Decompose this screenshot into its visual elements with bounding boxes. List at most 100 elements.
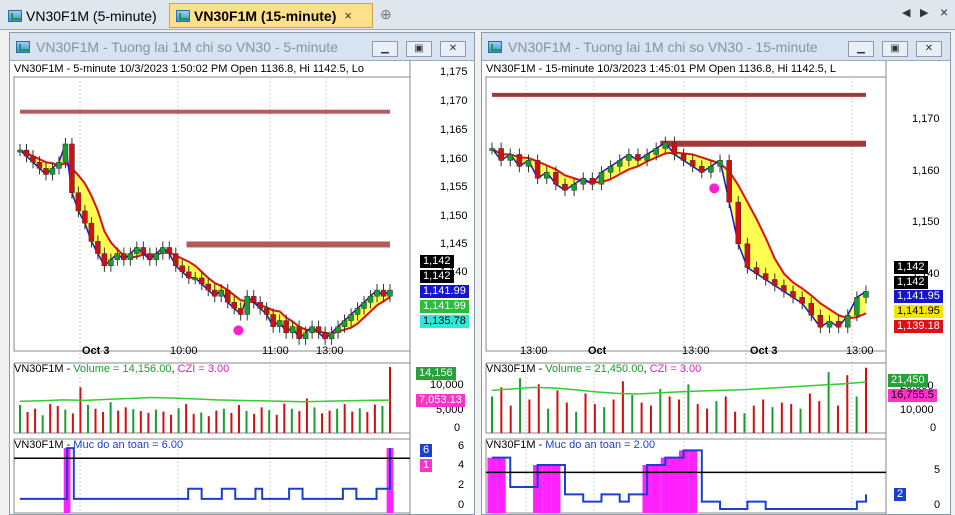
chart-window-15-minute: VN30F1M - Tuong lai 1M chi so VN30 - 15-… bbox=[481, 32, 951, 515]
candle bbox=[790, 291, 796, 298]
scroll-left-icon[interactable]: ◀ bbox=[902, 7, 911, 19]
safety-highlight bbox=[487, 457, 497, 513]
candle bbox=[114, 253, 121, 260]
candle bbox=[799, 297, 805, 304]
candle bbox=[296, 326, 302, 340]
resistance-band-upper bbox=[20, 109, 390, 114]
candle bbox=[147, 253, 153, 260]
add-tab-icon[interactable]: ⊕ bbox=[380, 6, 392, 22]
price-tag-last: 1,142 bbox=[420, 255, 454, 268]
volume-value: Volume = 21,450.00 bbox=[545, 363, 644, 375]
scroll-right-icon[interactable]: ▶ bbox=[920, 7, 929, 19]
chart-icon bbox=[8, 9, 22, 22]
maximize-button[interactable]: ▣ bbox=[882, 41, 908, 57]
candle bbox=[374, 289, 380, 297]
candle bbox=[257, 302, 263, 309]
candle bbox=[160, 247, 166, 254]
volume-value: Volume = 14,156.00 bbox=[73, 363, 172, 375]
czi-value: CZI = 3.00 bbox=[177, 363, 230, 375]
price-tag-last: 1,142 bbox=[894, 261, 928, 274]
minimize-button[interactable]: ▁ bbox=[372, 41, 398, 57]
safety-highlight bbox=[542, 465, 552, 513]
signal-marker bbox=[709, 183, 720, 194]
candle bbox=[153, 253, 160, 260]
time-label: Oct 3 bbox=[750, 345, 778, 357]
safety-tick: 5 bbox=[934, 464, 941, 476]
time-label: 13:00 bbox=[846, 345, 874, 357]
tab-15-minute[interactable]: VN30F1M (15-minute) × bbox=[169, 3, 373, 28]
candle bbox=[244, 295, 250, 315]
candle bbox=[173, 253, 179, 267]
candle bbox=[341, 320, 348, 327]
candle bbox=[781, 285, 787, 292]
candle bbox=[237, 308, 244, 315]
candle bbox=[82, 210, 88, 224]
close-window-button[interactable]: ✕ bbox=[916, 41, 942, 57]
candle bbox=[186, 271, 192, 279]
candle bbox=[36, 161, 43, 169]
safety-value: Muc do an toan = 6.00 bbox=[73, 439, 184, 451]
candle bbox=[205, 283, 211, 291]
candle bbox=[653, 148, 659, 155]
safety-tag-2: 1 bbox=[420, 459, 433, 472]
candle bbox=[854, 297, 860, 316]
safety-highlight bbox=[533, 465, 543, 513]
candle bbox=[166, 247, 173, 254]
close-tab-icon[interactable]: × bbox=[344, 8, 352, 23]
tab-bar: VN30F1M (5-minute) VN30F1M (15-minute) ×… bbox=[0, 0, 955, 30]
price-tag-support: 1,139.18 bbox=[894, 320, 943, 333]
maximize-button[interactable]: ▣ bbox=[406, 41, 432, 57]
candle bbox=[726, 160, 732, 203]
price-info-line: VN30F1M - 15-minute 10/3/2023 1:45:01 PM… bbox=[486, 63, 836, 75]
candle bbox=[589, 178, 596, 185]
tab-label: VN30F1M (5-minute) bbox=[26, 7, 157, 24]
moving-average-line bbox=[491, 147, 867, 320]
safety-highlight bbox=[669, 457, 679, 513]
price-tick: 1,160 bbox=[912, 165, 940, 177]
candle bbox=[140, 247, 147, 254]
candle bbox=[75, 192, 82, 212]
tab-5-minute[interactable]: VN30F1M (5-minute) bbox=[2, 3, 167, 28]
close-all-icon[interactable]: × bbox=[940, 4, 949, 20]
time-label: 13:00 bbox=[682, 345, 710, 357]
safety-tick: 2 bbox=[458, 479, 465, 491]
price-tick: 1,145 bbox=[440, 238, 468, 250]
tab-label: VN30F1M (15-minute) bbox=[194, 7, 337, 24]
safety-highlight bbox=[660, 457, 670, 513]
czi-line bbox=[491, 381, 867, 395]
candle bbox=[335, 326, 341, 333]
price-chart-5-minute[interactable] bbox=[10, 61, 476, 515]
candle bbox=[616, 160, 623, 167]
candle bbox=[380, 289, 387, 297]
candle bbox=[108, 259, 114, 267]
safety-tag: 2 bbox=[894, 488, 907, 501]
candle bbox=[17, 149, 23, 153]
candle bbox=[218, 289, 224, 297]
window-titlebar[interactable]: VN30F1M - Tuong lai 1M chi so VN30 - 15-… bbox=[482, 33, 950, 61]
price-tick: 1,175 bbox=[440, 66, 468, 78]
window-titlebar[interactable]: VN30F1M - Tuong lai 1M chi so VN30 - 5-m… bbox=[10, 33, 474, 61]
candle bbox=[62, 143, 69, 163]
safety-tag: 6 bbox=[420, 444, 433, 457]
candle bbox=[192, 277, 199, 281]
candle bbox=[354, 308, 361, 315]
candle bbox=[309, 326, 315, 333]
candle bbox=[562, 183, 568, 191]
candle bbox=[534, 160, 541, 179]
minimize-button[interactable]: ▁ bbox=[848, 41, 874, 57]
candle bbox=[753, 267, 760, 274]
candle bbox=[224, 289, 231, 303]
close-window-button[interactable]: ✕ bbox=[440, 41, 466, 57]
candle bbox=[134, 247, 140, 254]
price-tag-line: 1,141.99 bbox=[420, 285, 469, 298]
safety-tick: 0 bbox=[934, 499, 941, 511]
candle bbox=[826, 320, 833, 328]
candle bbox=[101, 253, 108, 267]
price-chart-15-minute[interactable] bbox=[482, 61, 952, 515]
candle bbox=[302, 332, 309, 340]
candle bbox=[507, 154, 513, 161]
candle bbox=[863, 291, 869, 298]
candle bbox=[315, 326, 322, 333]
candle bbox=[516, 154, 523, 167]
resistance-band bbox=[660, 140, 866, 147]
